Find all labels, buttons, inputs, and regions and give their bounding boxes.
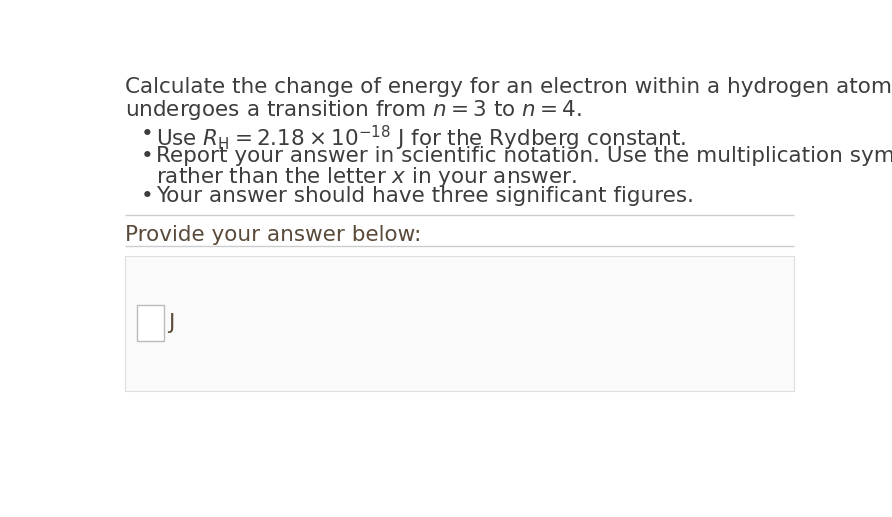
Text: Use $R_{\mathrm{H}} = 2.18 \times 10^{-18}$ J for the Rydberg constant.: Use $R_{\mathrm{H}} = 2.18 \times 10^{-1… — [156, 124, 687, 153]
Text: Report your answer in scientific notation. Use the multiplication symbol: Report your answer in scientific notatio… — [156, 146, 892, 166]
Text: •: • — [141, 186, 153, 206]
Text: •: • — [141, 146, 153, 166]
Text: undergoes a transition from $n = 3$ to $n = 4$.: undergoes a transition from $n = 3$ to $… — [126, 98, 582, 122]
Text: J: J — [168, 313, 175, 333]
Text: Calculate the change of energy for an electron within a hydrogen atom that: Calculate the change of energy for an el… — [126, 78, 892, 97]
Text: Provide your answer below:: Provide your answer below: — [126, 224, 422, 245]
Text: Your answer should have three significant figures.: Your answer should have three significan… — [156, 186, 695, 206]
FancyBboxPatch shape — [137, 306, 164, 341]
FancyBboxPatch shape — [126, 256, 794, 391]
Text: •: • — [141, 124, 153, 144]
Text: rather than the letter $x$ in your answer.: rather than the letter $x$ in your answe… — [156, 165, 577, 189]
